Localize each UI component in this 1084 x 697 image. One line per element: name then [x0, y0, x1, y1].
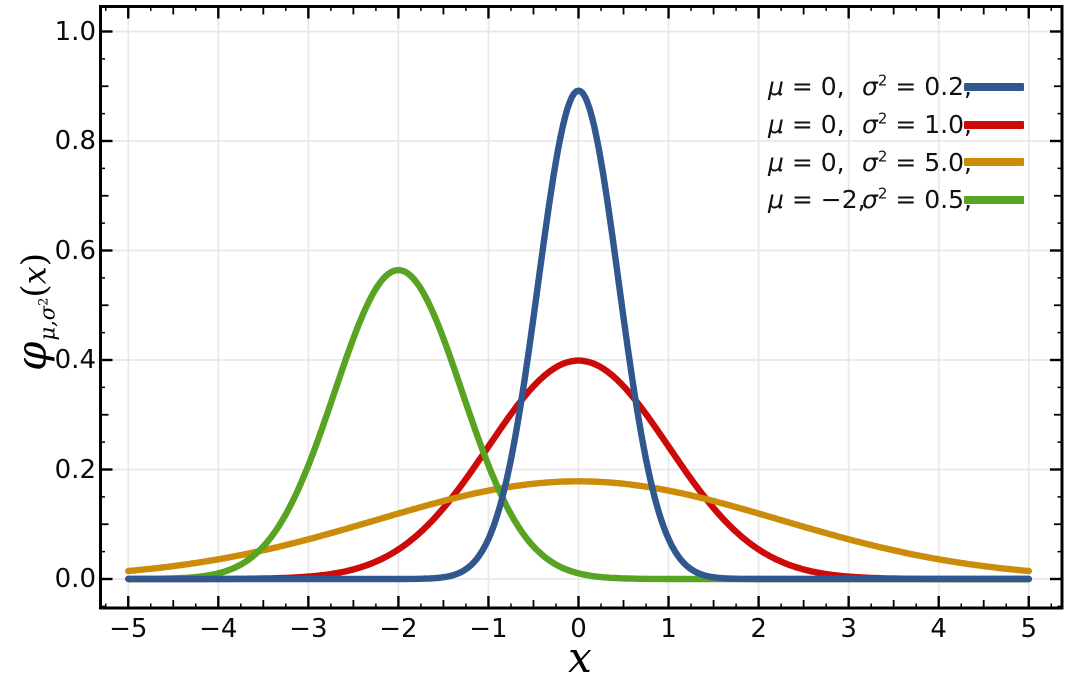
phi-symbol: φ [6, 341, 56, 371]
legend-variance-label: σ2 = 0.2, [862, 72, 972, 102]
y-axis-label-subscript: μ,σ2 [35, 297, 60, 341]
pdf-curve-blue [125, 87, 1032, 583]
legend: μ = 0, σ2 = 0.2, μ = 0, σ2 = 1.0, μ = 0,… [768, 68, 1026, 219]
legend-mu-label: μ = −2, [768, 185, 866, 215]
pdf-curve-orange [125, 478, 1032, 575]
legend-line-swatch [964, 82, 1024, 91]
y-axis-label: φμ,σ2(x) [7, 253, 60, 371]
legend-line-swatch [964, 158, 1024, 167]
close-paren: ) [14, 253, 55, 267]
plot-frame [99, 5, 1064, 610]
legend-line-swatch [964, 120, 1024, 129]
legend-mu-label: μ = 0, [768, 72, 845, 102]
legend-mu-label: μ = 0, [768, 110, 845, 140]
x-axis-label: x [568, 633, 592, 682]
open-paren: ( [14, 284, 55, 298]
legend-variance-label: σ2 = 0.5, [862, 185, 972, 215]
y-axis-label-variable: x [15, 266, 54, 285]
legend-mu-label: μ = 0, [768, 147, 845, 177]
legend-variance-label: σ2 = 5.0, [862, 147, 972, 177]
legend-line-swatch [964, 195, 1024, 204]
legend-variance-label: σ2 = 1.0, [862, 109, 972, 140]
